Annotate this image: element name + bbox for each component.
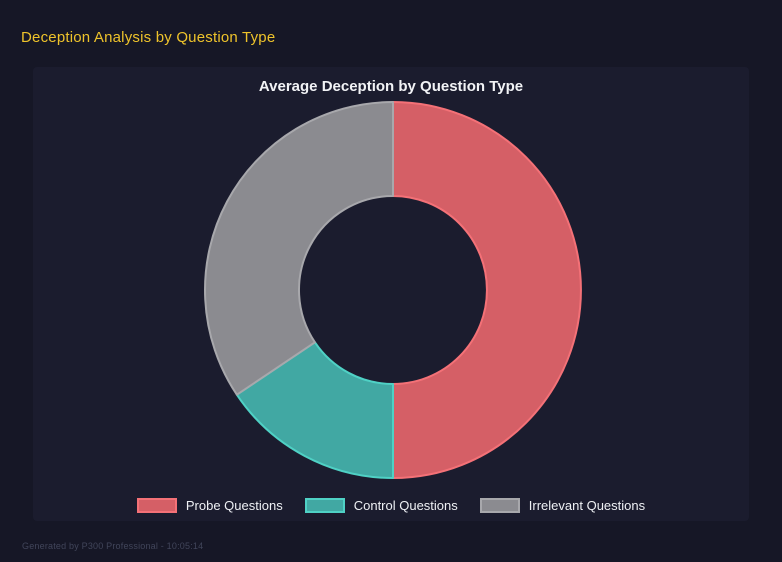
legend-label-irrelevant-questions: Irrelevant Questions xyxy=(528,498,646,513)
chart-legend: Probe Questions Control Questions Irreleva… xyxy=(33,498,749,513)
legend-label-probe-questions: Probe Questions xyxy=(185,498,283,513)
legend-label-control-questions: Control Questions xyxy=(353,498,458,513)
donut-segment-control-questions[interactable] xyxy=(235,341,394,479)
footer-text: Generated by P300 Professional - 10:05:1… xyxy=(22,541,204,551)
legend-item-control-questions[interactable]: Control Questions xyxy=(304,498,458,513)
legend-swatch-probe-questions xyxy=(136,498,177,513)
doughnut-chart xyxy=(204,101,582,479)
legend-swatch-irrelevant-questions xyxy=(479,498,520,513)
legend-swatch-control-questions xyxy=(304,498,345,513)
chart-title: Average Deception by Question Type xyxy=(258,78,524,95)
donut-segment-irrelevant-questions[interactable] xyxy=(204,101,394,396)
chart-panel: Average Deception by Question Type Probe… xyxy=(33,67,749,521)
legend-item-irrelevant-questions[interactable]: Irrelevant Questions xyxy=(479,498,646,513)
legend-item-probe-questions[interactable]: Probe Questions xyxy=(136,498,283,513)
page-title: Deception Analysis by Question Type xyxy=(21,29,276,46)
donut-segment-probe-questions[interactable] xyxy=(392,101,582,479)
